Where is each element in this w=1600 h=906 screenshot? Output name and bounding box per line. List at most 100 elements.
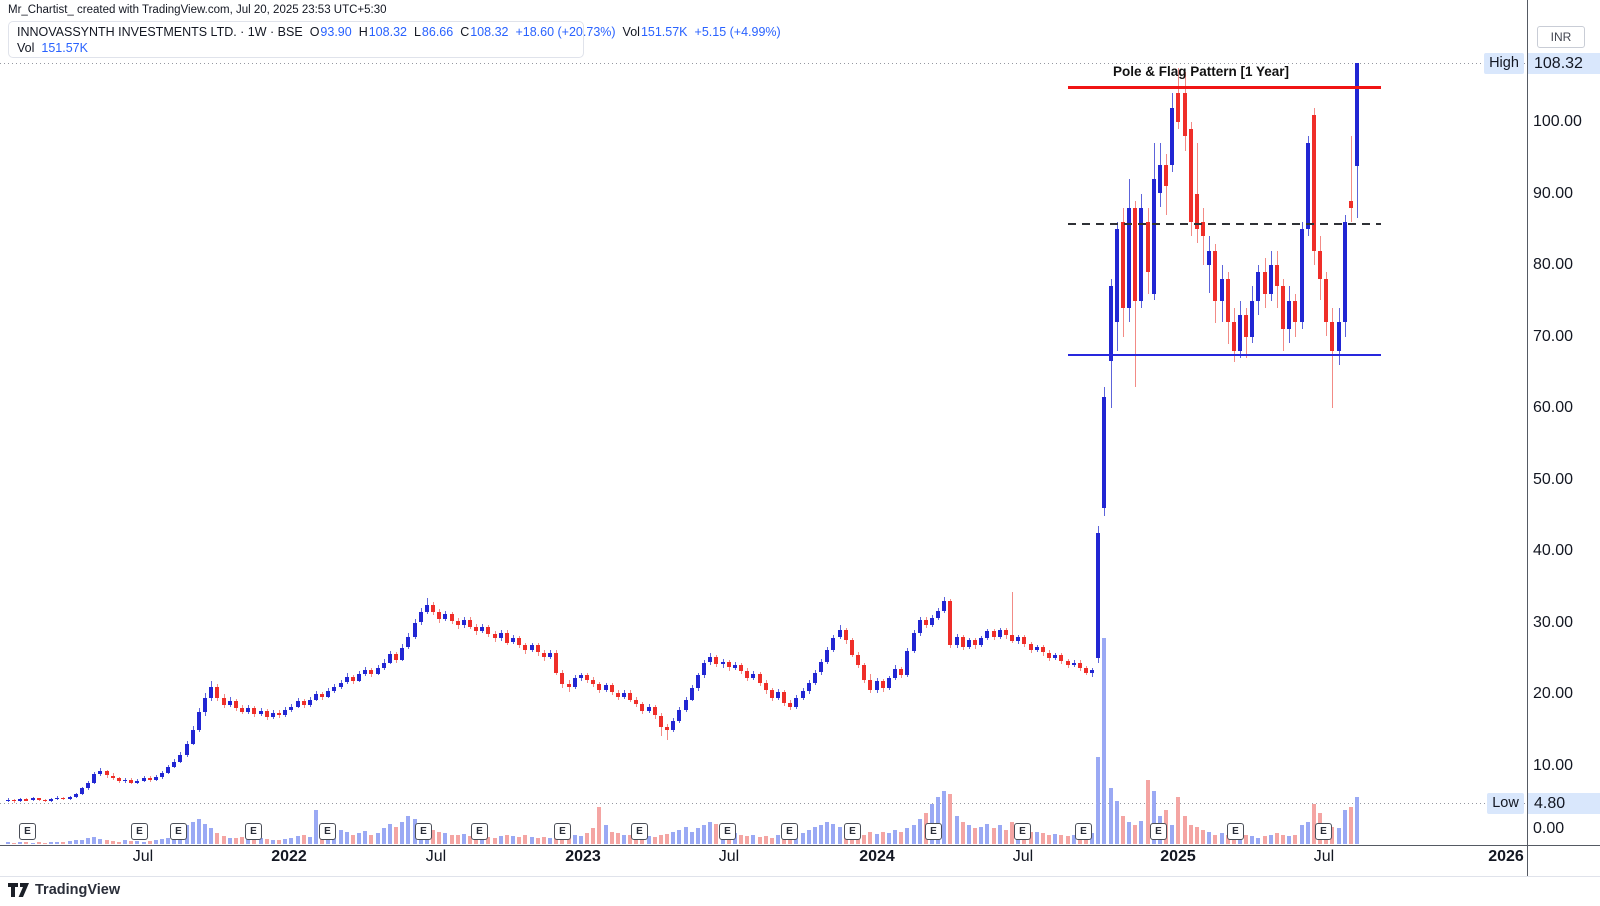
candle-body [647,706,651,712]
candle-body [277,712,281,716]
candle-body [616,692,620,697]
candle-body [505,632,509,643]
tradingview-logo-icon [8,883,29,897]
candle-body [677,709,681,722]
earnings-marker[interactable]: E [1075,823,1092,840]
candle-body [727,661,731,668]
volume-bar [166,838,170,844]
price-tick-label: 90.00 [1533,185,1574,202]
volume-bar [628,835,632,844]
time-axis-label: Jul [1012,848,1034,865]
volume-bar [523,835,527,844]
volume-bar [191,822,195,844]
volume-bar [357,833,361,844]
volume-bar [591,828,595,844]
earnings-marker[interactable]: E [131,823,148,840]
earnings-marker[interactable]: E [631,823,648,840]
volume-bar [881,832,885,844]
earnings-marker[interactable]: E [719,823,736,840]
candle-body [1158,164,1162,194]
earnings-marker[interactable]: E [781,823,798,840]
price-axis-border [1527,0,1528,876]
volume-bar [936,797,940,844]
earnings-marker[interactable]: E [1315,823,1332,840]
earnings-marker[interactable]: E [925,823,942,840]
candle-body [246,708,250,712]
price-axis[interactable]: 100.00 90.00 80.00 70.00 60.00 50.00 40.00 30.0… [1528,0,1600,845]
candle-body [696,675,700,689]
flag-top-line[interactable] [1068,86,1381,89]
candle-body [43,799,47,802]
earnings-marker[interactable]: E [844,823,861,840]
candle-body [123,779,127,782]
tradingview-logo[interactable]: TradingView [8,882,120,898]
candle-body [129,779,133,783]
volume-bar [622,835,626,844]
earnings-marker[interactable]: E [554,823,571,840]
volume-bar [363,831,367,844]
volume-bar [456,835,460,844]
candle-body [314,694,318,700]
candle-body [1102,397,1106,509]
earnings-marker[interactable]: E [1150,823,1167,840]
candle-body [1004,629,1008,636]
volume-bar [634,836,638,844]
candle-body [788,702,792,707]
candle-body [1146,222,1150,273]
chart-canvas[interactable] [0,0,1527,845]
volume-bar [1102,638,1106,844]
currency-selector[interactable]: INR [1537,26,1585,48]
earnings-marker[interactable]: E [245,823,262,840]
price-tick-label: 30.00 [1533,614,1574,631]
candle-body [973,639,977,646]
candle-body [1330,322,1334,351]
candle-wick [1012,592,1013,643]
candle-body [289,706,293,710]
candle-body [474,626,478,632]
volume-bar [43,843,47,844]
candle-body [967,639,971,647]
candle-body [523,645,527,650]
volume-bar [252,840,256,844]
flag-bottom-line[interactable] [1068,354,1381,356]
legend-field: Vol 151.57K [622,25,688,39]
volume-bar [505,835,509,844]
volume-bar [1269,835,1273,844]
volume-bar [1263,836,1267,844]
earnings-marker[interactable]: E [170,823,187,840]
volume-bar [400,822,404,844]
earnings-marker[interactable]: E [1014,823,1031,840]
earnings-marker[interactable]: E [319,823,336,840]
candle-body [893,669,897,679]
candle-body [1201,222,1205,237]
candle-body [671,721,675,730]
candle-body [74,794,78,797]
earnings-marker[interactable]: E [471,823,488,840]
volume-bar [450,835,454,844]
mid-dashed-line[interactable] [1068,223,1381,225]
candle-body [400,647,404,660]
candle-body [1127,207,1131,308]
candle-body [1010,635,1014,642]
earnings-marker[interactable]: E [415,823,432,840]
volume-bar [788,838,792,844]
volume-bar [185,825,189,844]
volume-bar [142,842,146,844]
volume-bar [1275,833,1279,844]
candle-body [98,771,102,775]
candle-body [751,674,755,679]
candle-body [462,619,466,626]
pattern-annotation-label[interactable]: Pole & Flag Pattern [1 Year] [1112,64,1290,79]
volume-bar [868,832,872,844]
volume-bar [86,838,90,844]
volume-bar [967,825,971,844]
time-axis[interactable]: Jul 2022 Jul 2023 Jul 2024 Jul 2025 Jul 2026 [0,846,1527,876]
volume-bar [486,837,490,844]
candle-wick [1332,308,1333,408]
earnings-marker[interactable]: E [1227,823,1244,840]
candle-wick [1203,208,1204,265]
candle-body [1115,229,1119,323]
volume-bar [517,837,521,844]
candle-body [55,797,59,800]
earnings-marker[interactable]: E [19,823,36,840]
